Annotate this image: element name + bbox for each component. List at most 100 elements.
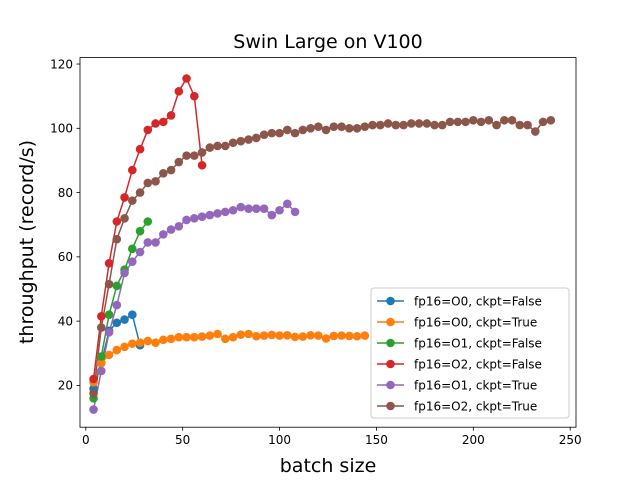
- data-point: [306, 124, 315, 133]
- data-point: [244, 204, 253, 213]
- data-point: [368, 120, 377, 130]
- x-tick-label: 250: [559, 433, 582, 447]
- data-point: [166, 334, 176, 344]
- data-point: [259, 130, 269, 140]
- y-tick-label: 120: [50, 57, 73, 71]
- data-point: [128, 310, 137, 320]
- y-tick-label: 20: [58, 379, 73, 393]
- data-point: [135, 188, 145, 197]
- data-point: [546, 115, 556, 125]
- data-point: [399, 120, 408, 130]
- y-tick-label: 60: [58, 250, 73, 264]
- data-point: [221, 334, 230, 344]
- data-point: [236, 330, 246, 339]
- data-point: [391, 120, 401, 130]
- data-point: [174, 157, 184, 167]
- data-point: [182, 151, 191, 160]
- data-point: [159, 169, 168, 178]
- data-point: [166, 165, 176, 175]
- data-point: [221, 141, 230, 151]
- data-point: [135, 226, 145, 236]
- data-point: [112, 217, 122, 226]
- data-point: [252, 133, 261, 143]
- data-point: [143, 125, 153, 135]
- data-point: [298, 332, 308, 341]
- y-tick-label: 100: [50, 122, 73, 136]
- data-point: [135, 338, 145, 347]
- data-point: [267, 330, 277, 340]
- data-point: [531, 127, 540, 136]
- data-point: [89, 374, 98, 384]
- legend-marker-1: [386, 317, 395, 327]
- data-point: [166, 225, 176, 234]
- data-point: [244, 329, 253, 339]
- legend-marker-3: [386, 359, 395, 369]
- data-point: [104, 279, 114, 289]
- plot-border: [79, 57, 577, 428]
- data-point: [174, 332, 184, 342]
- data-point: [213, 209, 222, 218]
- data-point: [259, 204, 269, 213]
- data-point: [337, 331, 346, 340]
- data-point: [314, 331, 323, 340]
- data-point: [283, 199, 292, 209]
- y-tick-label: 80: [58, 186, 73, 200]
- data-point: [159, 335, 168, 345]
- data-point: [104, 328, 114, 337]
- data-point: [283, 330, 292, 340]
- data-point: [252, 204, 261, 213]
- data-point: [438, 120, 447, 130]
- legend-box: [370, 287, 570, 419]
- data-point: [376, 120, 385, 130]
- legend-label-3: fp16=O2, ckpt=False: [414, 357, 542, 371]
- data-point: [252, 331, 261, 341]
- data-point: [112, 281, 122, 291]
- x-tick-label: 200: [462, 433, 485, 447]
- data-point: [430, 120, 439, 130]
- plot-area: [79, 57, 577, 428]
- data-point: [120, 315, 129, 324]
- x-tick-label: 50: [175, 433, 190, 447]
- data-point: [352, 331, 362, 341]
- data-point: [515, 120, 525, 130]
- data-point: [135, 247, 145, 257]
- legend-label-4: fp16=O1, ckpt=True: [414, 378, 537, 392]
- data-point: [345, 331, 354, 341]
- data-point: [476, 117, 486, 127]
- data-point: [112, 234, 122, 244]
- data-point: [275, 331, 284, 340]
- data-point: [213, 329, 222, 339]
- data-point: [190, 213, 199, 223]
- data-point: [267, 210, 277, 220]
- x-axis: 0 50 100 150 200 250: [82, 427, 582, 447]
- legend-label-0: fp16=O0, ckpt=False: [414, 294, 542, 308]
- data-point: [228, 205, 238, 215]
- data-point: [407, 119, 416, 128]
- data-point: [298, 125, 308, 135]
- data-point: [445, 117, 455, 127]
- data-point: [236, 136, 246, 146]
- data-point: [507, 115, 517, 125]
- data-point: [143, 238, 153, 247]
- data-point: [360, 331, 370, 340]
- data-point: [174, 222, 184, 231]
- data-point: [190, 151, 199, 160]
- data-point: [197, 148, 207, 157]
- x-tick-label: 150: [365, 433, 388, 447]
- x-tick-label: 0: [82, 433, 90, 447]
- data-point: [329, 331, 339, 341]
- legend-marker-5: [386, 401, 395, 411]
- legend-label-5: fp16=O2, ckpt=True: [414, 399, 537, 413]
- data-point: [128, 339, 137, 348]
- data-point: [112, 345, 122, 355]
- data-point: [97, 323, 106, 332]
- data-point: [205, 143, 215, 152]
- data-point: [275, 128, 284, 138]
- data-point: [112, 318, 122, 328]
- data-point: [197, 332, 207, 341]
- data-point: [228, 138, 238, 148]
- data-point: [151, 177, 160, 186]
- data-point: [104, 310, 114, 320]
- data-point: [120, 213, 129, 223]
